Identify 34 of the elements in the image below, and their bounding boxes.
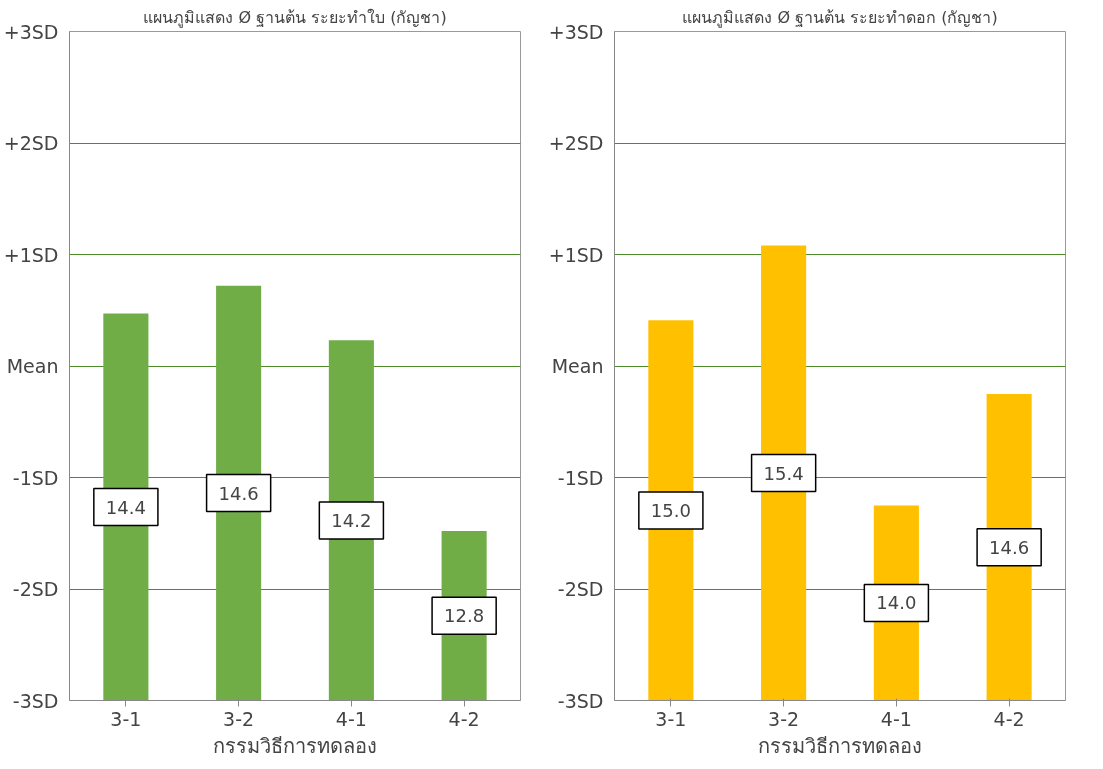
x-tick-label: 3-1 (655, 707, 687, 730)
annotation: 14.6 (989, 536, 1030, 558)
x-axis-title: กรรมวิธีการทดลอง (213, 733, 377, 758)
y-tick-label: +2SD (3, 132, 59, 154)
y-tick-label: -2SD (557, 578, 604, 600)
annotation: 15.4 (763, 462, 804, 484)
y-tick-label: -3SD (557, 689, 604, 712)
chart-title: แผนภูมิแสดง Ø ฐานต้น ระยะทำใบ (กัญชา) (143, 7, 447, 28)
annotation: 14.6 (218, 482, 259, 504)
x-tick-label: 3-1 (110, 707, 142, 730)
x-tick-label: 3-2 (223, 707, 255, 730)
x-tick-label: 3-2 (768, 707, 800, 730)
chart-title: แผนภูมิแสดง Ø ฐานต้น ระยะทำดอก (กัญชา) (682, 7, 998, 28)
annotation: 14.0 (876, 592, 917, 614)
x-tick-label: 4-1 (880, 707, 912, 730)
x-tick-label: 4-1 (335, 707, 367, 730)
y-tick-label: +3SD (548, 20, 604, 43)
x-axis-title: กรรมวิธีการทดลอง (758, 733, 922, 758)
y-tick-label: +3SD (3, 20, 59, 43)
y-tick-label: -1SD (557, 466, 604, 489)
x-tick-label: 4-2 (993, 707, 1025, 730)
annotation: 14.2 (331, 509, 372, 531)
y-tick-label: +1SD (548, 243, 604, 266)
y-tick-label: Mean (6, 355, 59, 377)
y-tick-label: -3SD (12, 689, 59, 712)
y-tick-label: -2SD (12, 578, 59, 600)
annotation: 14.4 (105, 496, 146, 518)
y-tick-label: +1SD (3, 243, 59, 266)
y-tick-label: Mean (551, 355, 604, 377)
annotation: 15.0 (650, 499, 691, 521)
annotation: 12.8 (444, 605, 485, 627)
y-tick-label: +2SD (548, 132, 604, 154)
y-tick-label: -1SD (12, 466, 59, 489)
x-tick-label: 4-2 (448, 707, 480, 730)
